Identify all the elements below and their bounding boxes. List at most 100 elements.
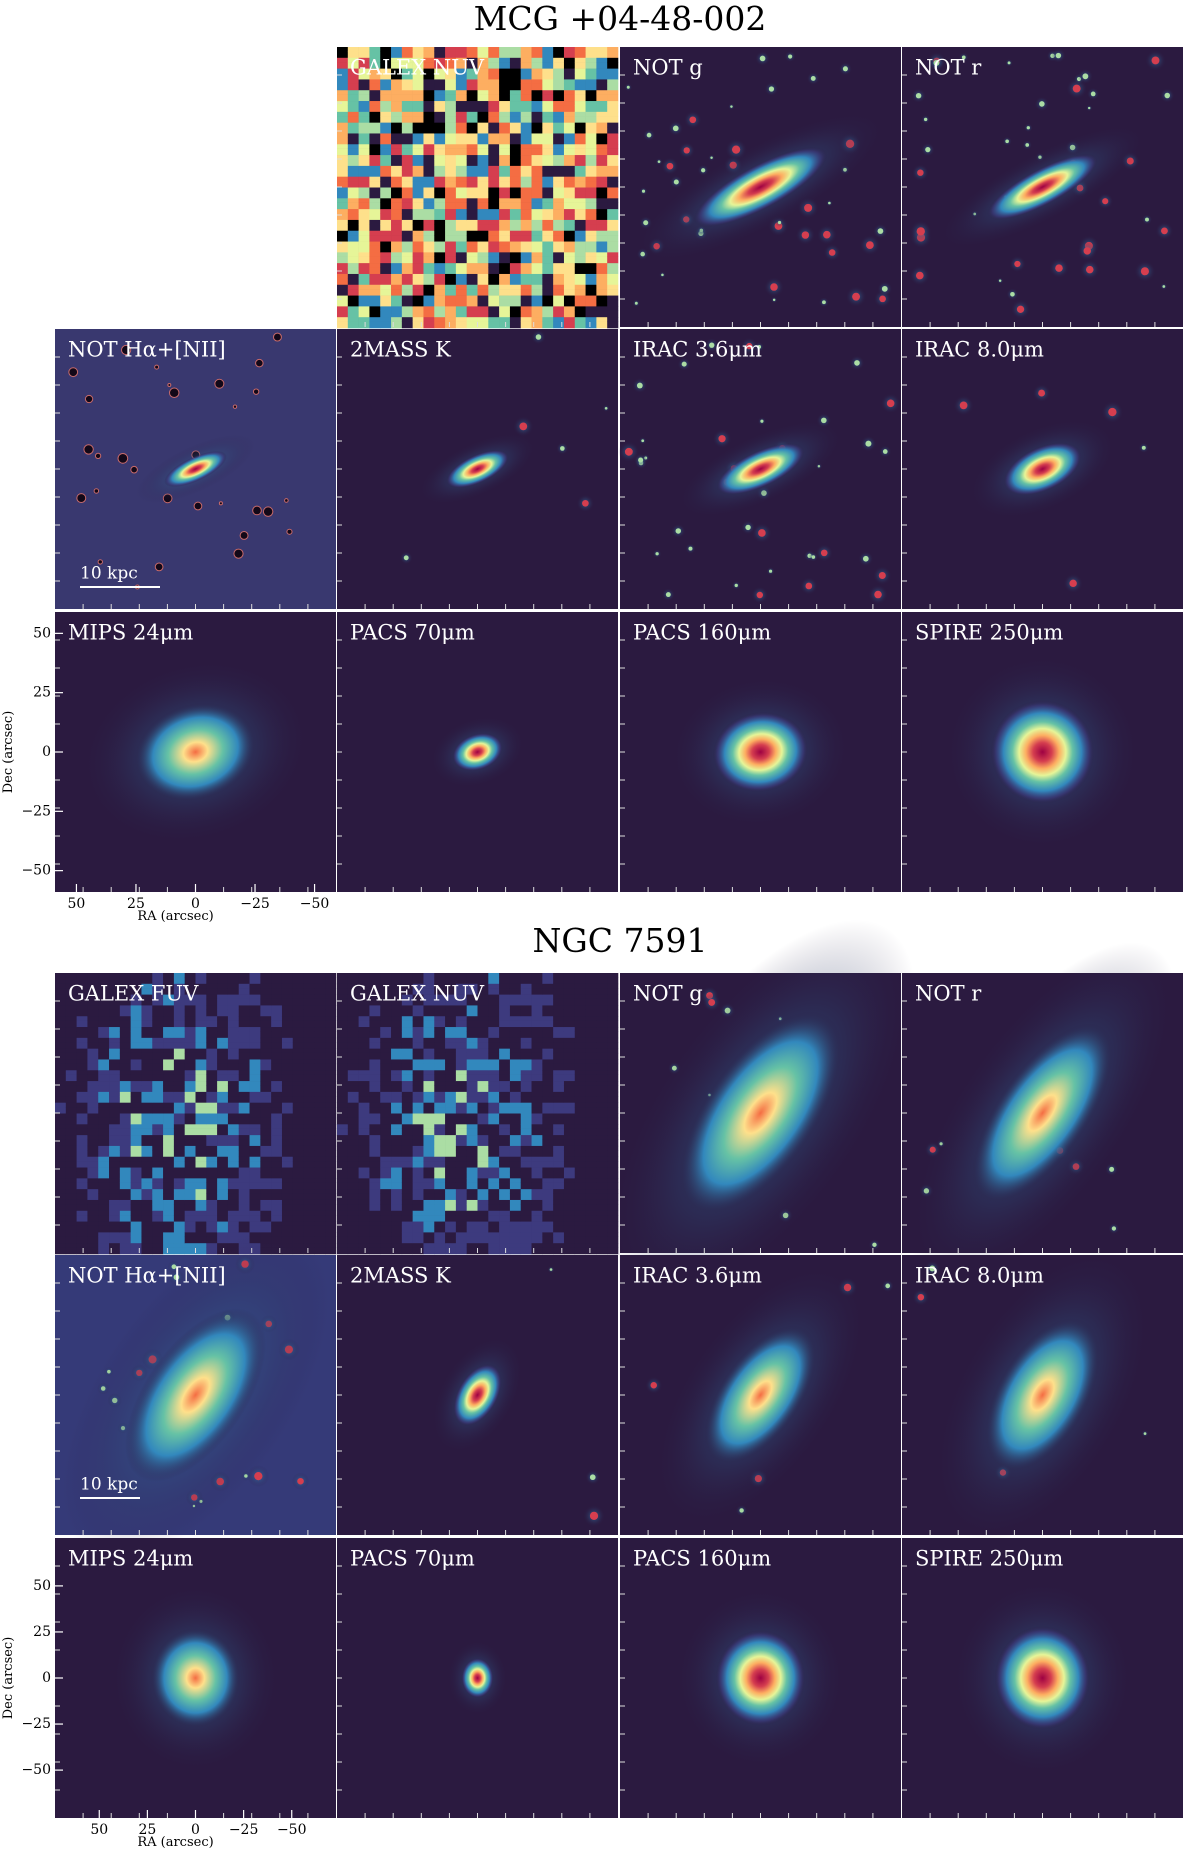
noise-pixel bbox=[542, 101, 554, 106]
noise-pixel bbox=[347, 1225, 359, 1233]
noise-pixel bbox=[542, 1145, 554, 1151]
noise-pixel bbox=[391, 1042, 403, 1049]
noise-pixel bbox=[173, 1124, 185, 1129]
noise-pixel bbox=[184, 1052, 196, 1060]
noise-pixel bbox=[542, 1037, 554, 1043]
noise-pixel bbox=[292, 1031, 304, 1039]
noise-pixel bbox=[466, 1182, 478, 1190]
noise-pixel bbox=[303, 1156, 315, 1162]
noise-pixel bbox=[477, 116, 489, 123]
noise-pixel bbox=[184, 1081, 196, 1086]
noise-pixel bbox=[499, 90, 511, 95]
noise-pixel bbox=[585, 122, 597, 128]
noise-pixel bbox=[141, 1009, 153, 1017]
noise-pixel bbox=[563, 126, 576, 134]
noise-pixel bbox=[488, 1085, 500, 1093]
noise-pixel bbox=[585, 1128, 597, 1136]
noise-pixel bbox=[585, 1167, 597, 1173]
noise-pixel bbox=[184, 1156, 196, 1162]
noise-pixel bbox=[499, 1102, 511, 1108]
noise-pixel bbox=[87, 1193, 99, 1201]
noise-pixel bbox=[55, 1135, 67, 1140]
noise-pixel bbox=[195, 977, 207, 985]
noise-pixel bbox=[585, 1204, 597, 1212]
noise-pixel bbox=[227, 1085, 240, 1093]
noise-pixel bbox=[488, 317, 500, 322]
noise-pixel bbox=[585, 83, 597, 91]
noise-pixel bbox=[607, 1150, 619, 1158]
noise-pixel bbox=[109, 1074, 121, 1082]
noise-pixel bbox=[574, 1225, 586, 1233]
noise-pixel bbox=[380, 1016, 392, 1021]
noise-pixel bbox=[109, 1204, 121, 1212]
noise-pixel bbox=[195, 1042, 207, 1049]
noise-pixel bbox=[423, 1178, 435, 1183]
noise-pixel bbox=[596, 256, 608, 264]
star bbox=[915, 92, 922, 99]
noise-pixel bbox=[499, 321, 511, 329]
noise-pixel bbox=[574, 1031, 586, 1039]
noise-pixel bbox=[423, 1167, 435, 1173]
noise-pixel bbox=[358, 1027, 370, 1032]
noise-pixel bbox=[391, 198, 403, 203]
noise-pixel bbox=[391, 1189, 403, 1194]
noise-pixel bbox=[596, 278, 608, 286]
noise-pixel bbox=[227, 1171, 240, 1179]
noise-pixel bbox=[563, 994, 576, 1000]
noise-pixel bbox=[585, 57, 597, 63]
noise-pixel bbox=[520, 159, 532, 167]
star bbox=[689, 116, 697, 124]
star bbox=[688, 546, 693, 551]
noise-pixel bbox=[596, 94, 608, 102]
noise-pixel bbox=[488, 219, 500, 225]
noise-pixel bbox=[391, 321, 403, 329]
noise-pixel bbox=[195, 1037, 207, 1043]
noise-pixel bbox=[195, 1139, 207, 1147]
noise-pixel bbox=[217, 1156, 229, 1162]
noise-pixel bbox=[596, 1232, 608, 1238]
noise-pixel bbox=[509, 310, 522, 318]
noise-pixel bbox=[281, 1215, 294, 1222]
panel-label: NOT r bbox=[915, 56, 982, 80]
noise-pixel bbox=[325, 1005, 337, 1011]
noise-pixel bbox=[531, 1096, 543, 1103]
star bbox=[933, 60, 940, 66]
noise-pixel bbox=[260, 1037, 272, 1043]
noise-pixel bbox=[325, 1199, 337, 1205]
noise-pixel bbox=[607, 317, 619, 322]
noise-pixel bbox=[152, 1052, 164, 1060]
noise-pixel bbox=[445, 224, 457, 232]
noise-pixel bbox=[531, 1009, 543, 1017]
noise-pixel bbox=[152, 1113, 164, 1119]
noise-pixel bbox=[358, 1052, 370, 1060]
noise-pixel bbox=[607, 90, 619, 95]
noise-pixel bbox=[455, 62, 467, 69]
noise-pixel bbox=[303, 1037, 315, 1043]
noise-pixel bbox=[585, 1199, 597, 1205]
noise-pixel bbox=[337, 973, 349, 978]
noise-pixel bbox=[152, 1156, 164, 1162]
noise-pixel bbox=[542, 998, 554, 1006]
noise-pixel bbox=[260, 977, 272, 985]
galaxy bbox=[134, 702, 257, 802]
noise-pixel bbox=[520, 1243, 532, 1248]
noise-pixel bbox=[445, 1031, 457, 1039]
noise-pixel bbox=[563, 284, 576, 290]
noise-pixel bbox=[152, 1210, 164, 1216]
noise-pixel bbox=[488, 1247, 500, 1255]
noise-pixel bbox=[477, 299, 489, 307]
noise-pixel bbox=[260, 1059, 272, 1065]
noise-pixel bbox=[466, 267, 478, 275]
noise-pixel bbox=[412, 1139, 424, 1147]
noise-pixel bbox=[531, 1091, 543, 1097]
noise-pixel bbox=[227, 1210, 240, 1216]
noise-pixel bbox=[195, 1199, 207, 1205]
noise-pixel bbox=[520, 198, 532, 203]
star bbox=[218, 501, 223, 506]
noise-pixel bbox=[445, 977, 457, 985]
noise-pixel bbox=[499, 284, 511, 290]
noise-pixel bbox=[445, 165, 457, 171]
noise-pixel bbox=[477, 148, 489, 156]
noise-pixel bbox=[607, 176, 619, 182]
noise-pixel bbox=[596, 1199, 608, 1205]
